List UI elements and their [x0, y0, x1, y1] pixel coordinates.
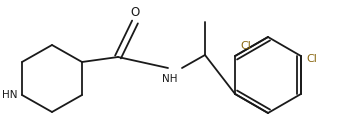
Text: O: O [130, 6, 140, 19]
Text: Cl: Cl [306, 54, 317, 64]
Text: NH: NH [162, 74, 178, 84]
Text: HN: HN [2, 90, 18, 100]
Text: Cl: Cl [240, 41, 251, 51]
